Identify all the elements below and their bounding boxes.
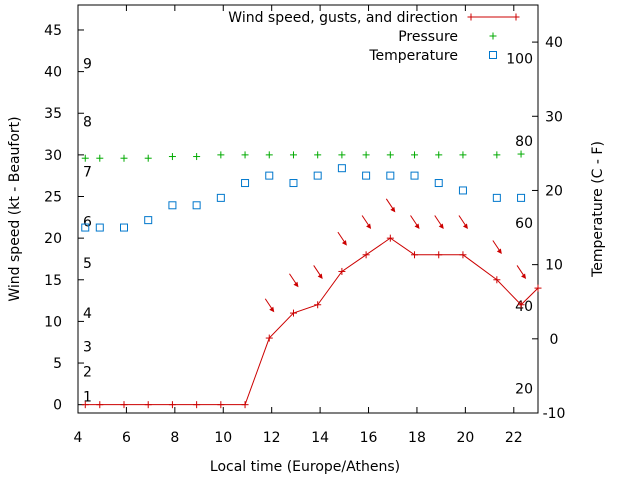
y-tick-label-left: 25 — [44, 190, 62, 206]
temperature-point — [144, 216, 153, 225]
fahrenheit-label: 60 — [515, 216, 533, 232]
temperature-point — [492, 193, 501, 202]
y-tick-label-right: 20 — [545, 183, 563, 199]
beaufort-label: 1 — [83, 389, 92, 405]
wind-arrow-head — [390, 206, 396, 213]
y-tick-label-right: 10 — [545, 258, 563, 274]
x-tick-label: 14 — [311, 430, 329, 446]
x-tick-label: 22 — [505, 430, 523, 446]
x-tick-label: 8 — [170, 430, 179, 446]
wind-direction-arrows — [264, 198, 527, 313]
legend-square-sample — [489, 51, 497, 59]
y-axis-label-right: Temperature (C - F) — [590, 141, 606, 278]
series-wind-speed-gusts-and-direction — [81, 234, 542, 409]
temperature-point — [362, 171, 371, 180]
wind-arrow-head — [317, 273, 323, 279]
plot-frame — [77, 4, 539, 414]
x-tick-label: 6 — [122, 430, 131, 446]
y-tick-label-left: 45 — [44, 23, 62, 39]
beaufort-label: 9 — [83, 56, 92, 72]
y-tick-label-right: -10 — [543, 406, 566, 422]
x-tick-label: 10 — [214, 430, 232, 446]
y-tick-label-right: 0 — [550, 332, 559, 348]
wind-arrow-head — [462, 223, 468, 229]
temperature-point — [120, 223, 128, 232]
x-tick-label: 4 — [74, 430, 83, 446]
fahrenheit-label: 80 — [515, 134, 533, 150]
temperature-point — [265, 171, 274, 180]
y-tick-label-left: 5 — [53, 356, 62, 372]
temperature-point — [313, 171, 322, 180]
temperature-point — [410, 171, 419, 180]
temperature-point — [216, 193, 225, 202]
temperature-point — [337, 164, 346, 173]
beaufort-label: 6 — [83, 214, 92, 230]
fahrenheit-label: 20 — [515, 382, 533, 398]
y-axis-label-left: Wind speed (kt - Beaufort) — [7, 116, 23, 301]
series-layer — [81, 150, 542, 409]
temperature-point — [168, 201, 177, 210]
y-tick-label-left: 35 — [44, 106, 62, 122]
temperature-point — [241, 179, 250, 188]
wind-arrow-head — [293, 281, 299, 288]
y-tick-label-left: 0 — [53, 398, 62, 414]
temperature-point — [458, 186, 467, 195]
wind-arrow-head — [414, 223, 420, 229]
x-tick-label: 12 — [263, 430, 281, 446]
y-tick-label-left: 20 — [44, 231, 62, 247]
series-temperature — [81, 164, 526, 232]
y-tick-label-right: 40 — [545, 35, 563, 51]
fahrenheit-label: 100 — [506, 51, 533, 67]
beaufort-label: 7 — [83, 165, 92, 181]
wind-arrow-head — [521, 273, 527, 279]
wind-arrow-head — [496, 248, 502, 254]
y-tick-label-left: 40 — [44, 65, 62, 81]
beaufort-label: 8 — [83, 115, 92, 131]
legend: Wind speed, gusts, and direction Pressure… — [228, 10, 520, 64]
y-tick-label-right: 30 — [545, 109, 563, 125]
y-tick-label-left: 15 — [44, 273, 62, 289]
wind-arrow-head — [341, 240, 347, 246]
legend-label: Pressure — [398, 29, 458, 45]
x-tick-label: 18 — [408, 430, 426, 446]
beaufort-label: 2 — [83, 364, 92, 380]
y-tick-label-left: 30 — [44, 148, 62, 164]
beaufort-label: 4 — [83, 306, 92, 322]
legend-label: Temperature — [368, 48, 458, 64]
temperature-point — [386, 171, 395, 180]
temperature-point — [192, 201, 201, 210]
beaufort-label: 5 — [83, 256, 92, 272]
x-tick-label: 16 — [360, 430, 378, 446]
axes: 4 6 8 10 12 14 16 18 20 22051015202530354045-1001… — [44, 5, 565, 446]
x-axis-label: Local time (Europe/Athens) — [210, 459, 400, 475]
temperature-point — [434, 179, 443, 188]
temperature-point — [517, 193, 526, 202]
x-tick-label: 20 — [456, 430, 474, 446]
wind-speed-line — [85, 237, 539, 406]
series-pressure — [81, 150, 525, 162]
temperature-point — [289, 179, 298, 188]
beaufort-label: 3 — [83, 339, 92, 355]
beaufort-scale: 1 2 3 4 5 6 7 8 9 — [83, 56, 92, 405]
wind-arrow-head — [269, 306, 275, 313]
wind-arrow-head — [438, 223, 444, 229]
legend-label: Wind speed, gusts, and direction — [228, 10, 458, 26]
temperature-point — [95, 223, 104, 232]
temperature-point — [81, 223, 90, 232]
wind-arrow-head — [366, 223, 372, 229]
y-tick-label-left: 10 — [44, 314, 62, 330]
